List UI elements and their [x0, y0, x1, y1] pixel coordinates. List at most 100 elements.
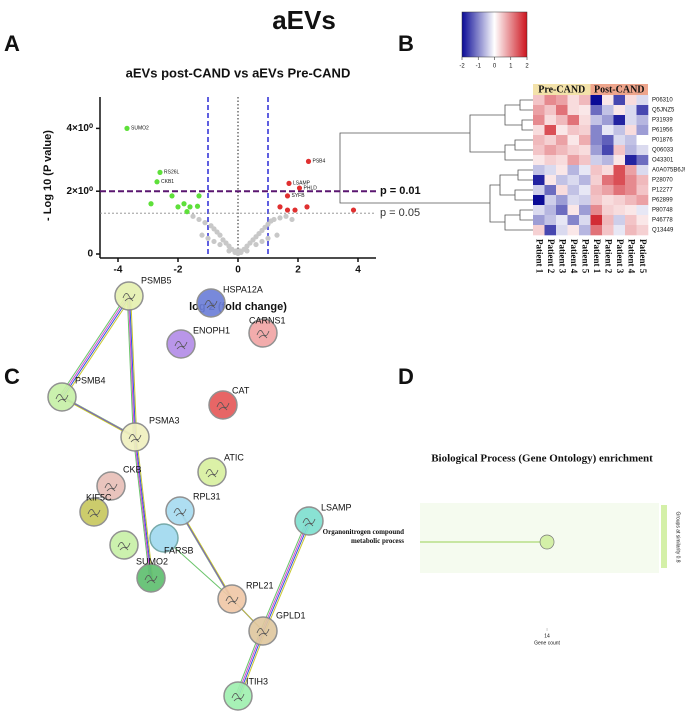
heatmap-cell [602, 135, 614, 146]
row-label: Q5JNZ5 [652, 108, 675, 114]
heatmap-cell [567, 195, 580, 206]
heatmap-cell [602, 155, 614, 166]
node-label: CARNS1 [249, 315, 286, 325]
panel-letter: A [4, 31, 20, 56]
protein-glyph [104, 483, 118, 492]
node-label: GPLD1 [276, 610, 306, 620]
point [217, 241, 223, 248]
heatmap-cell [544, 135, 557, 146]
heatmap-cell [602, 195, 614, 206]
heatmap-cell [625, 135, 637, 146]
point [292, 207, 298, 213]
heatmap-cell [636, 205, 649, 216]
heatmap-cell [590, 115, 603, 126]
heatmap-cell [625, 145, 637, 156]
node-label: RPL21 [246, 580, 274, 590]
heatmap-cell [636, 155, 649, 166]
heatmap-cell [579, 125, 591, 136]
protein-glyph [122, 293, 136, 302]
heatmap-cell [556, 135, 568, 146]
protein-glyph [174, 341, 188, 350]
row-label: P01876 [652, 138, 673, 144]
heatmap-cell [590, 155, 603, 166]
point-label: RS26L [164, 170, 180, 176]
heatmap-cell [533, 175, 545, 186]
row-label: P31939 [652, 118, 673, 124]
protein-glyph [144, 575, 158, 584]
category-label: Organonitrogen compound metabolic proces… [322, 528, 404, 545]
point [181, 201, 187, 207]
heatmap-cell [544, 185, 557, 196]
point [202, 220, 208, 226]
node-label: CKB [123, 464, 142, 474]
heatmap-cell [636, 145, 649, 156]
network-edge [127, 295, 135, 437]
node-label: ATIC [224, 452, 244, 462]
column-label: Patient 5 [638, 239, 648, 274]
heatmap-cell [602, 95, 614, 106]
threshold-label: p = 0.05 [380, 207, 420, 219]
point [187, 204, 193, 210]
network-edge [60, 295, 129, 397]
heatmap-cell [567, 215, 580, 226]
network-node [149, 523, 179, 553]
protein-glyph [173, 508, 187, 517]
point [199, 232, 205, 238]
heatmap-cell [556, 185, 568, 196]
point [304, 204, 310, 210]
point [233, 248, 240, 254]
column-label: Patient 2 [604, 239, 614, 274]
node-label: RPL31 [193, 491, 221, 501]
point [277, 204, 283, 210]
heatmap-cell [533, 165, 545, 176]
node-label: ITIH3 [246, 676, 268, 686]
point [211, 238, 217, 245]
point [284, 207, 291, 213]
protein-glyph [87, 509, 101, 518]
heatmap-cell [625, 165, 637, 176]
heatmap-cell [579, 145, 591, 156]
heatmap-cell [533, 195, 545, 206]
dot [539, 534, 555, 550]
point [350, 207, 357, 213]
row-label: Q13449 [652, 228, 674, 234]
heatmap-cell [579, 155, 591, 166]
heatmap-cell [636, 215, 649, 226]
network-edge [62, 296, 131, 398]
heatmap-cell [636, 165, 649, 176]
heatmap-cell [544, 95, 557, 106]
network-edge [163, 537, 233, 600]
protein-glyph [231, 693, 245, 702]
node-label: HSPA12A [223, 284, 263, 294]
point [284, 193, 291, 199]
protein-glyph [256, 628, 270, 637]
protein-glyph [216, 402, 230, 411]
heatmap-cell [544, 155, 557, 166]
panel-letter: B [398, 31, 414, 56]
column-label: Patient 3 [558, 239, 568, 274]
network-edge [133, 436, 151, 578]
node-label: LSAMP [321, 502, 352, 512]
row-label: P80748 [652, 208, 673, 214]
x-tick-label: 14 [544, 633, 550, 639]
heatmap-cell [590, 95, 603, 106]
row-label: P06310 [652, 98, 673, 104]
point-label: PHLD [304, 185, 318, 191]
heatmap-cell [625, 205, 637, 216]
heatmap-cell [533, 125, 545, 136]
heatmap-cell [590, 205, 603, 216]
group-header [590, 84, 648, 95]
heatmap-cell [533, 215, 545, 226]
color-bar-tick-label: 1 [509, 64, 513, 70]
x-axis-label: Gene count [534, 640, 560, 646]
point-label: PSB4 [313, 159, 326, 165]
heatmap-cell [613, 165, 626, 176]
heatmap-cell [590, 195, 603, 206]
network-edge [130, 297, 138, 439]
row-label: O43301 [652, 158, 674, 164]
heatmap-cell [567, 225, 580, 236]
heatmap-cell [533, 135, 545, 146]
heatmap-cell [613, 105, 626, 116]
heatmap-cell [567, 185, 580, 196]
heatmap-cell [590, 215, 603, 226]
